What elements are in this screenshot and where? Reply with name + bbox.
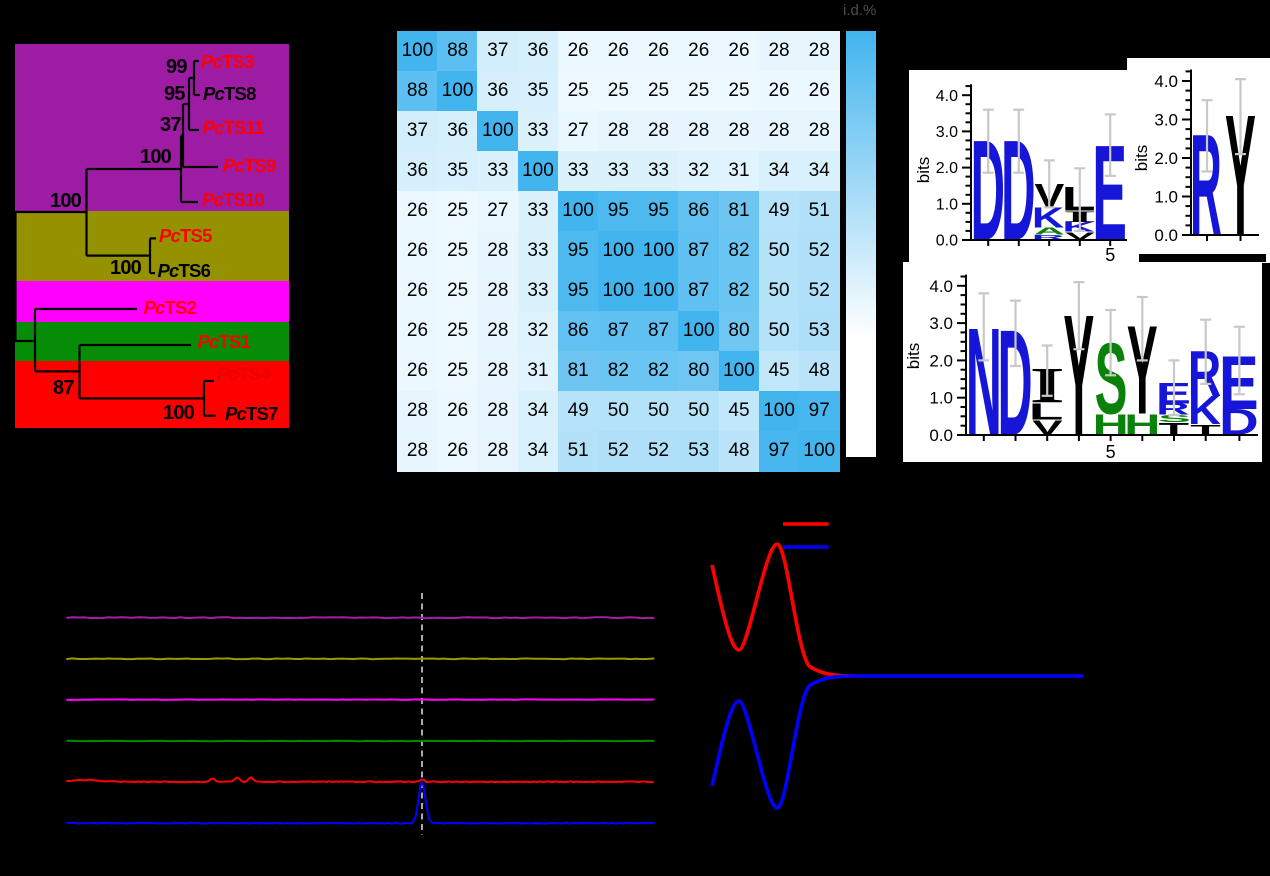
svg-text:V: V	[1065, 230, 1095, 242]
svg-text:0.0: 0.0	[929, 426, 953, 445]
svg-text:K: K	[1062, 219, 1094, 234]
svg-text:2.0: 2.0	[936, 160, 958, 177]
svg-text:3.0: 3.0	[1154, 111, 1178, 130]
svg-text:L: L	[1062, 179, 1096, 218]
svg-text:3.0: 3.0	[936, 124, 958, 141]
svg-text:R: R	[1032, 233, 1065, 241]
svg-text:4.0: 4.0	[1154, 72, 1178, 91]
svg-text:0.0: 0.0	[936, 233, 958, 250]
svg-text:1.0: 1.0	[936, 196, 958, 213]
svg-text:L: L	[1029, 399, 1064, 425]
svg-text:2.0: 2.0	[1154, 149, 1178, 168]
svg-text:T: T	[1159, 419, 1190, 438]
svg-text:R: R	[1188, 337, 1221, 410]
svg-text:4.0: 4.0	[929, 277, 953, 296]
svg-text:K: K	[1188, 388, 1221, 433]
svg-text:bits: bits	[914, 157, 933, 183]
svg-text:4.0: 4.0	[936, 88, 958, 105]
svg-text:5: 5	[1106, 442, 1116, 462]
svg-text:A: A	[1034, 225, 1065, 237]
svg-text:1.0: 1.0	[1154, 187, 1178, 206]
svg-text:bits: bits	[904, 343, 923, 369]
svg-text:0.0: 0.0	[1154, 226, 1178, 245]
svg-text:S: S	[1158, 412, 1191, 424]
svg-text:V: V	[1032, 416, 1063, 439]
svg-text:T: T	[1190, 422, 1221, 438]
svg-text:2.0: 2.0	[929, 351, 953, 370]
svg-text:bits: bits	[1132, 145, 1151, 171]
svg-text:1.0: 1.0	[929, 389, 953, 408]
svg-text:5: 5	[1105, 245, 1115, 263]
svg-text:3.0: 3.0	[929, 314, 953, 333]
